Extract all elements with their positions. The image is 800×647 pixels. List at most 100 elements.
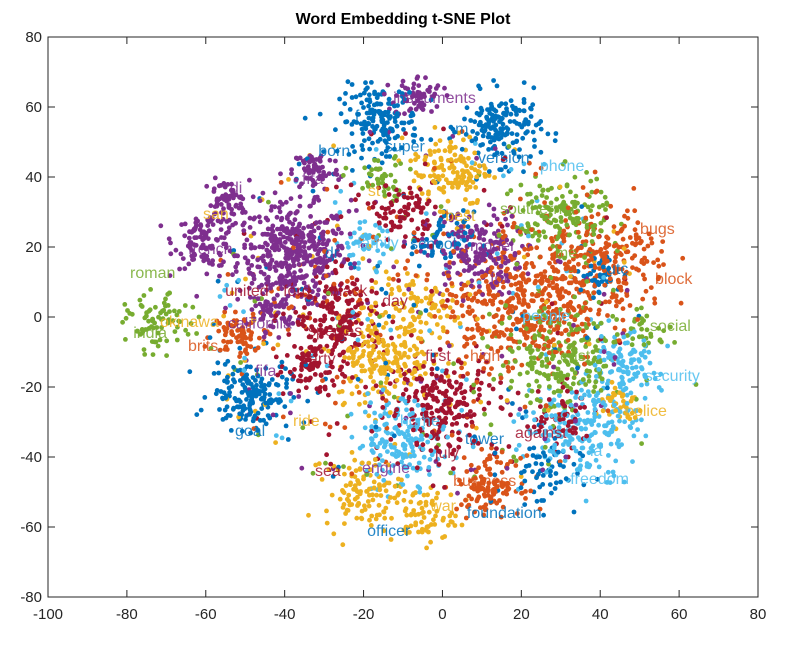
data-point (454, 506, 459, 512)
data-point (480, 314, 486, 320)
data-point (538, 418, 544, 424)
data-point (622, 223, 627, 229)
data-point (307, 253, 313, 258)
data-point (216, 370, 222, 376)
data-point (222, 407, 228, 413)
data-point (499, 406, 505, 411)
data-point (362, 400, 368, 405)
data-point (592, 411, 597, 417)
data-point (402, 419, 408, 425)
data-point (381, 130, 386, 136)
data-point (338, 188, 344, 194)
data-point (440, 535, 445, 540)
data-point (374, 311, 380, 316)
data-point (231, 211, 237, 217)
data-point (349, 391, 355, 397)
data-point (529, 227, 534, 233)
data-point (547, 329, 552, 335)
data-point (289, 171, 294, 177)
data-point (338, 214, 344, 220)
data-point (606, 350, 611, 356)
data-point (382, 371, 387, 376)
data-point (210, 258, 216, 264)
data-point (291, 395, 297, 400)
data-point (429, 366, 435, 372)
data-point (349, 434, 355, 440)
data-point (609, 419, 615, 425)
data-point (211, 371, 217, 376)
data-point (550, 280, 556, 285)
data-point (465, 169, 470, 174)
data-point (226, 385, 232, 391)
data-point (463, 515, 469, 521)
data-point (449, 422, 455, 427)
data-point (193, 220, 199, 226)
data-point (366, 323, 372, 329)
data-point (603, 338, 608, 344)
data-point (296, 249, 302, 254)
data-point (402, 239, 407, 245)
data-point (421, 388, 426, 394)
data-point (353, 239, 359, 245)
data-point (604, 200, 610, 206)
data-point (447, 264, 452, 270)
data-point (357, 220, 363, 225)
data-point (438, 155, 444, 161)
data-point (409, 332, 414, 338)
data-point (471, 389, 477, 395)
data-point (536, 471, 541, 477)
data-point (384, 389, 390, 395)
data-point (316, 225, 321, 231)
data-point (468, 118, 474, 123)
data-point (440, 173, 446, 179)
data-point (423, 295, 429, 301)
data-point (369, 437, 375, 442)
data-point (222, 378, 227, 384)
data-point (415, 417, 421, 423)
data-point (442, 485, 447, 490)
data-point (634, 266, 639, 272)
data-point (340, 488, 345, 493)
data-point (168, 240, 173, 246)
data-point (221, 259, 226, 265)
data-point (521, 276, 526, 282)
data-point (293, 309, 299, 315)
data-point (434, 104, 440, 109)
data-point (634, 306, 640, 312)
data-point (281, 303, 287, 308)
data-point (358, 363, 364, 369)
data-point (575, 219, 581, 225)
data-point (289, 304, 294, 310)
data-point (412, 133, 418, 138)
data-point (622, 419, 627, 425)
data-point (573, 209, 579, 215)
data-point (475, 298, 480, 304)
data-point (492, 175, 497, 180)
data-point (627, 303, 633, 308)
data-point (399, 215, 405, 220)
data-point (547, 448, 553, 454)
data-point (425, 492, 430, 498)
data-point (449, 451, 455, 457)
data-point (526, 382, 532, 388)
data-point (411, 81, 417, 87)
data-point (357, 226, 363, 232)
data-point (510, 365, 516, 371)
data-point (363, 80, 368, 86)
data-point (354, 277, 360, 283)
data-point (393, 425, 399, 430)
data-point (524, 453, 530, 458)
data-point (532, 137, 537, 143)
data-point (481, 406, 487, 412)
data-point (372, 324, 378, 330)
data-point (428, 448, 434, 453)
data-point (260, 231, 266, 237)
data-point (302, 240, 308, 245)
data-point (324, 186, 330, 192)
data-point (296, 394, 302, 399)
data-point (392, 483, 398, 489)
data-point (459, 522, 465, 528)
data-point (555, 234, 561, 240)
data-point (408, 499, 414, 505)
data-point (622, 213, 627, 219)
